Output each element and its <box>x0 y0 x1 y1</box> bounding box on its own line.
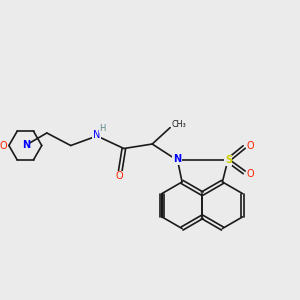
Text: O: O <box>247 169 255 179</box>
Text: O: O <box>116 171 123 181</box>
Text: O: O <box>247 140 255 151</box>
Text: CH₃: CH₃ <box>172 119 186 128</box>
Text: N: N <box>22 140 30 150</box>
Text: O: O <box>0 140 7 151</box>
Text: H: H <box>99 124 106 133</box>
Text: N: N <box>173 154 181 164</box>
Text: S: S <box>225 155 232 165</box>
Text: N: N <box>93 130 100 140</box>
